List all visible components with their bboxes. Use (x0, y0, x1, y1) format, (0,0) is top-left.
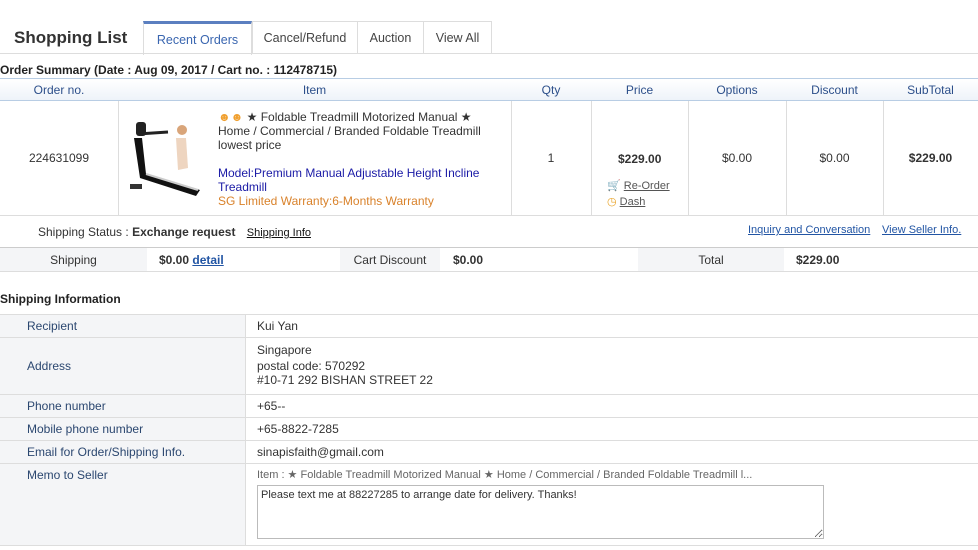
recipient-value: Kui Yan (257, 319, 298, 333)
mobile-value: +65-8822-7285 (257, 422, 339, 436)
col-qty: Qty (541, 82, 561, 97)
tab-divider (0, 53, 978, 54)
col-options: Options (716, 82, 758, 97)
view-seller-link[interactable]: View Seller Info. (882, 224, 962, 236)
tab-cancel-refund[interactable]: Cancel/Refund (252, 21, 358, 54)
address-label: Address (27, 359, 72, 373)
email-label: Email for Order/Shipping Info. (27, 445, 186, 459)
shipping-info-title: Shipping Information (0, 292, 121, 306)
price: $229.00 (618, 152, 662, 166)
phone-value: +65-- (257, 399, 286, 413)
recipient-label: Recipient (27, 319, 78, 333)
shipping-value: $0.00 (159, 253, 190, 267)
col-order-no: Order no. (33, 82, 85, 97)
clock-icon: ◷ (607, 196, 617, 208)
memo-textarea[interactable]: Please text me at 88227285 to arrange da… (257, 485, 824, 539)
address-value: Singapore postal code: 570292 #10-71 292 B… (257, 343, 433, 387)
tab-auction[interactable]: Auction (357, 21, 424, 54)
shipping-detail-link[interactable]: detail (192, 253, 224, 267)
item-details: ☻☻ ★ Foldable Treadmill Motorized Manual… (218, 110, 503, 208)
options-value: $0.00 (721, 151, 753, 165)
order-summary: Order Summary (Date : Aug 09, 2017 / Car… (0, 63, 338, 77)
shipping-status-value: Exchange request (132, 225, 236, 239)
mobile-label: Mobile phone number (27, 422, 144, 436)
subtotal-value: $229.00 (908, 151, 953, 165)
cart-discount-label: Cart Discount (340, 248, 440, 271)
page-title: Shopping List (14, 28, 128, 47)
phone-label: Phone number (27, 399, 106, 413)
shipping-label: Shipping (0, 248, 147, 271)
shipping-status: Shipping Status : Exchange request Shipp… (38, 225, 311, 239)
memo-label: Memo to Seller (27, 468, 108, 482)
dash-link[interactable]: Dash (619, 196, 646, 208)
col-item: Item (302, 82, 327, 97)
shipping-info-link[interactable]: Shipping Info (246, 227, 311, 239)
col-subtotal: SubTotal (907, 82, 954, 97)
item-model: Model:Premium Manual Adjustable Height I… (218, 166, 480, 194)
item-warranty: SG Limited Warranty:6-Months Warranty (218, 194, 434, 208)
col-discount: Discount (811, 82, 858, 97)
total-label: Total (638, 248, 784, 271)
inquiry-link[interactable]: Inquiry and Conversation (748, 224, 871, 236)
email-value: sinapisfaith@gmail.com (257, 445, 384, 459)
cart-icon: 🛒 (607, 180, 621, 192)
quantity: 1 (547, 151, 555, 165)
discount-value: $0.00 (819, 151, 850, 165)
item-title-link[interactable]: ★ Foldable Treadmill Motorized Manual ★ … (218, 110, 481, 152)
order-table-header (0, 78, 978, 101)
product-image[interactable] (126, 118, 204, 198)
total-value: $229.00 (796, 253, 840, 267)
tab-view-all[interactable]: View All (423, 21, 492, 54)
memo-item: Item : ★ Foldable Treadmill Motorized Ma… (257, 469, 753, 481)
col-price: Price (625, 82, 654, 97)
reorder-link[interactable]: Re-Order (623, 180, 670, 192)
seller-icon: ☻☻ (218, 110, 244, 124)
order-number: 224631099 (28, 151, 90, 165)
cart-discount-value: $0.00 (453, 253, 484, 267)
tab-recent-orders[interactable]: Recent Orders (143, 21, 252, 55)
